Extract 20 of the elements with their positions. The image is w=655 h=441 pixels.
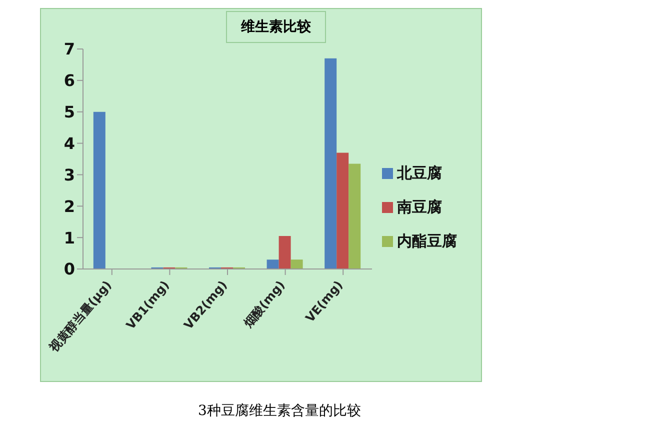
legend-label: 内酯豆腐 <box>397 232 457 250</box>
text: 3种豆腐维生素含量的比较 <box>198 402 362 420</box>
bar <box>278 236 291 269</box>
bar <box>348 164 361 269</box>
legend-label: 北豆腐 <box>397 164 442 182</box>
y-tick-label: 1 <box>64 228 75 248</box>
y-tick-label: 3 <box>64 165 75 184</box>
y-tick-label: 7 <box>64 40 75 59</box>
y-tick-label: 4 <box>64 134 75 153</box>
chart-title: 维生素比较 <box>226 11 326 43</box>
legend-label: 南豆腐 <box>397 198 442 216</box>
bar <box>324 58 337 269</box>
bar <box>336 152 349 269</box>
bar <box>266 260 279 269</box>
y-tick-label: 0 <box>64 260 75 279</box>
bar <box>290 260 303 269</box>
y-tick-label: 5 <box>64 102 75 122</box>
bar <box>93 112 106 269</box>
y-tick-label: 6 <box>64 71 75 90</box>
y-tick-label: 2 <box>64 196 75 216</box>
